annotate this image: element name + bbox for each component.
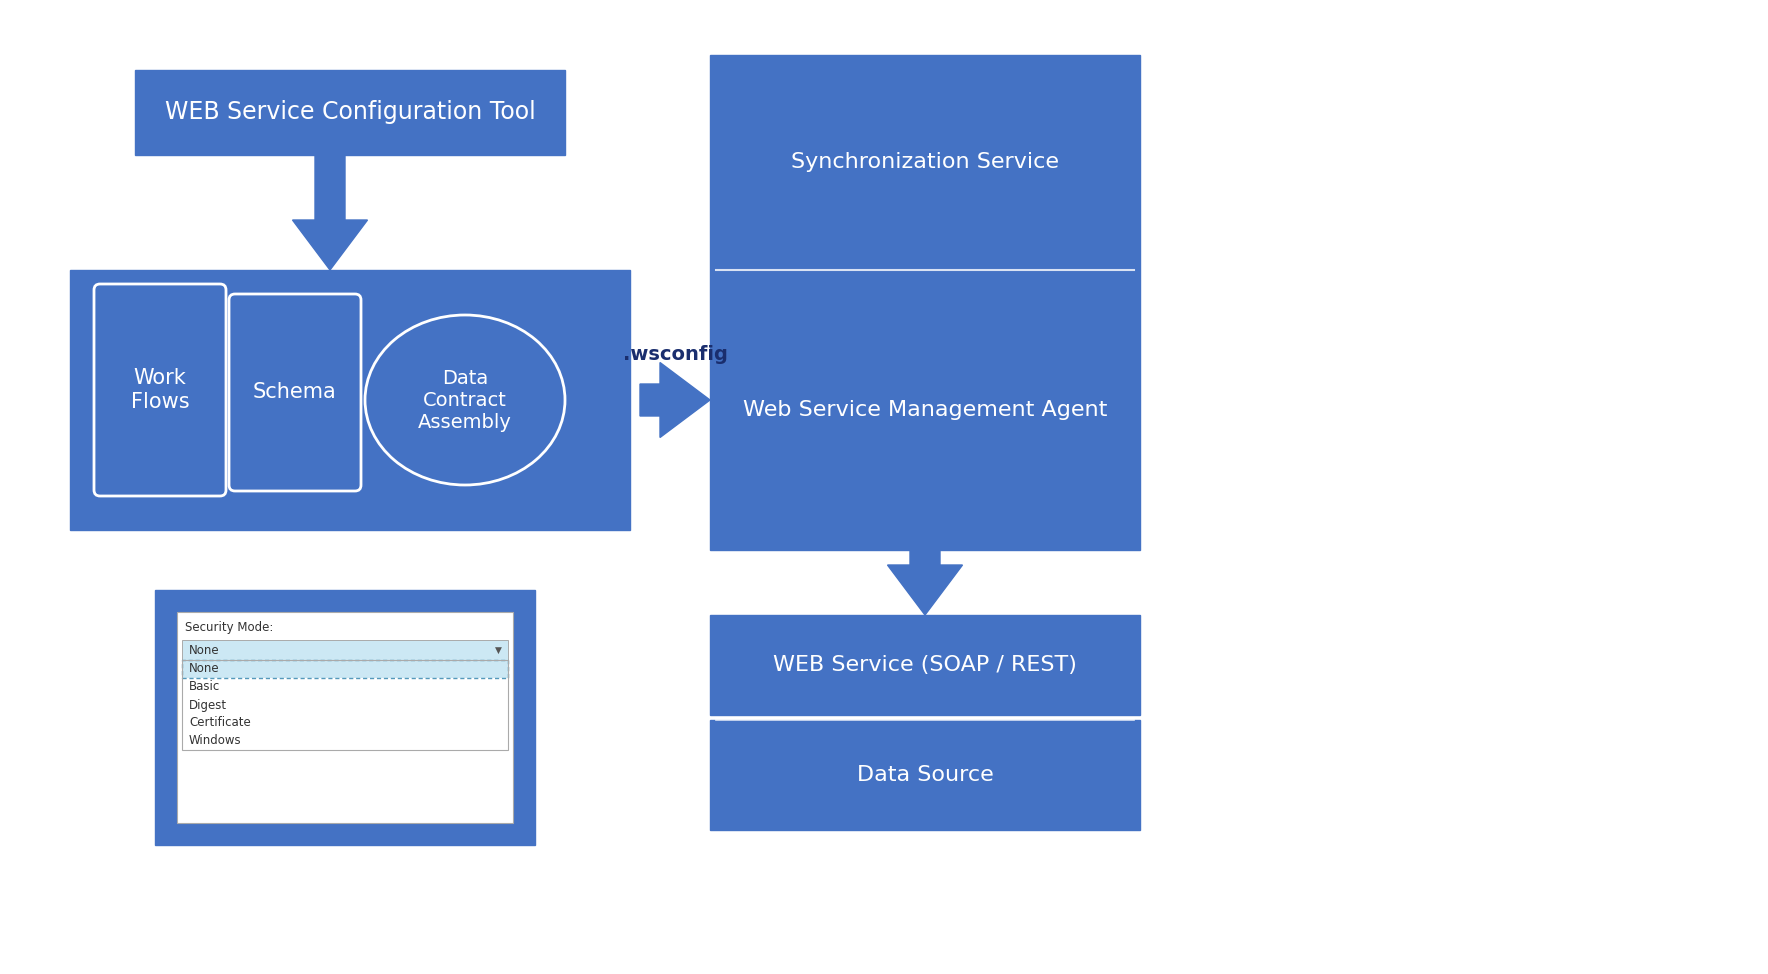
Text: Basic: Basic: [189, 681, 221, 693]
Bar: [182, 696, 507, 714]
Bar: [182, 678, 507, 696]
Bar: [711, 720, 1140, 830]
Bar: [182, 660, 507, 678]
FancyBboxPatch shape: [94, 284, 226, 496]
Text: Data
Contract
Assembly: Data Contract Assembly: [417, 368, 513, 431]
Text: Work
Flows: Work Flows: [131, 368, 189, 412]
Bar: [134, 70, 566, 155]
Bar: [182, 732, 507, 750]
Bar: [182, 640, 507, 660]
FancyArrow shape: [640, 362, 711, 437]
Text: Windows: Windows: [189, 734, 242, 747]
Text: Synchronization Service: Synchronization Service: [790, 153, 1059, 172]
Text: WEB Service (SOAP / REST): WEB Service (SOAP / REST): [773, 655, 1077, 675]
Bar: [177, 612, 513, 823]
Text: Certificate: Certificate: [189, 717, 251, 730]
Text: WEB Service Configuration Tool: WEB Service Configuration Tool: [164, 100, 536, 125]
Bar: [182, 714, 507, 732]
Bar: [156, 590, 536, 845]
Bar: [182, 660, 507, 750]
Bar: [711, 55, 1140, 550]
FancyArrow shape: [292, 155, 368, 270]
Bar: [711, 615, 1140, 715]
Bar: [182, 660, 507, 678]
Text: Data Source: Data Source: [857, 765, 994, 785]
Text: Digest: Digest: [189, 698, 226, 711]
Text: None: None: [189, 644, 219, 656]
Text: .wsconfig: .wsconfig: [622, 346, 727, 364]
FancyArrow shape: [888, 550, 962, 615]
Text: None: None: [189, 662, 219, 676]
Bar: [71, 270, 629, 530]
Ellipse shape: [364, 315, 566, 485]
Text: Security Mode:: Security Mode:: [186, 621, 274, 634]
FancyBboxPatch shape: [230, 294, 361, 491]
Text: Schema: Schema: [253, 383, 338, 402]
Text: ▼: ▼: [495, 646, 502, 655]
Text: Web Service Management Agent: Web Service Management Agent: [743, 400, 1107, 420]
